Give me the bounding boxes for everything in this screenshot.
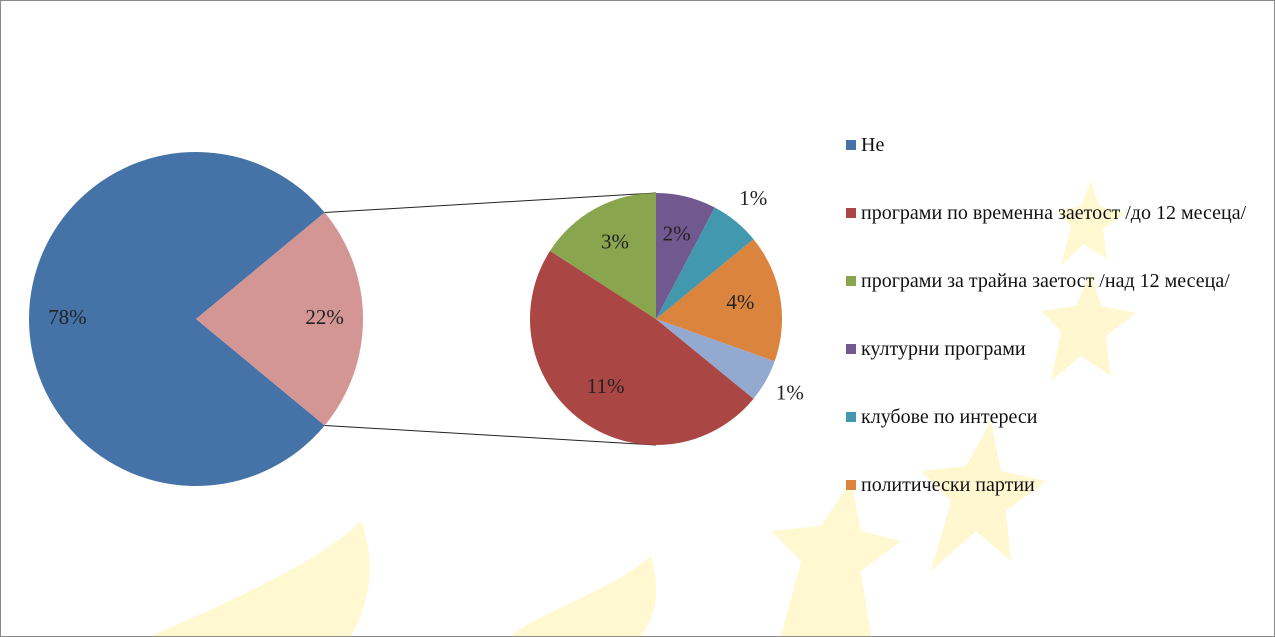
data-label: 4% <box>726 290 754 314</box>
pie-slice <box>550 193 656 319</box>
legend-label: програми за трайна заетост /над 12 месец… <box>861 270 1230 292</box>
pie-slice <box>656 239 782 362</box>
pie-slice <box>656 319 775 399</box>
legend-label: политически партии <box>861 474 1035 496</box>
pie-slice <box>29 152 325 487</box>
legend-item: Не <box>846 131 1271 199</box>
data-label: 1% <box>739 186 767 210</box>
legend-item: политически партии <box>846 471 1271 539</box>
pies: 78% 22% 11% 3% 2% 1% 4% 1% <box>29 152 804 487</box>
data-label: 1% <box>776 380 804 404</box>
legend: Не програми по временна заетост /до 12 ме… <box>846 131 1271 539</box>
data-label: 2% <box>663 222 691 246</box>
legend-item: културни програми <box>846 335 1271 403</box>
legend-item: програми по временна заетост /до 12 месе… <box>846 199 1271 267</box>
legend-item: програми за трайна заетост /над 12 месец… <box>846 267 1271 335</box>
background-stars <box>151 181 1136 636</box>
legend-swatch <box>846 412 856 422</box>
data-label: 22% <box>305 305 344 329</box>
data-label: 11% <box>587 374 625 398</box>
legend-label: програми по временна заетост /до 12 месе… <box>861 202 1247 224</box>
data-label: 3% <box>601 230 629 254</box>
legend-label: Не <box>861 134 885 156</box>
pie-slice <box>656 193 715 319</box>
legend-swatch <box>846 276 856 286</box>
legend-label: културни програми <box>861 338 1026 360</box>
legend-swatch <box>846 208 856 218</box>
pie-slice <box>529 250 754 446</box>
decoration <box>1041 271 1136 381</box>
data-label: 78% <box>48 305 87 329</box>
legend-swatch <box>846 480 856 490</box>
decoration <box>511 556 657 636</box>
legend-label: клубове по интереси <box>861 406 1038 428</box>
decoration <box>1056 181 1126 266</box>
decoration <box>771 481 901 636</box>
legend-swatch <box>846 344 856 354</box>
decoration <box>151 521 370 636</box>
decoration <box>921 421 1046 571</box>
legend-swatch <box>846 140 856 150</box>
connector-line <box>324 192 657 214</box>
connector-line <box>324 424 657 446</box>
legend-item: клубове по интереси <box>846 403 1271 471</box>
pie-slice <box>656 207 754 319</box>
pie-slice <box>196 212 363 426</box>
